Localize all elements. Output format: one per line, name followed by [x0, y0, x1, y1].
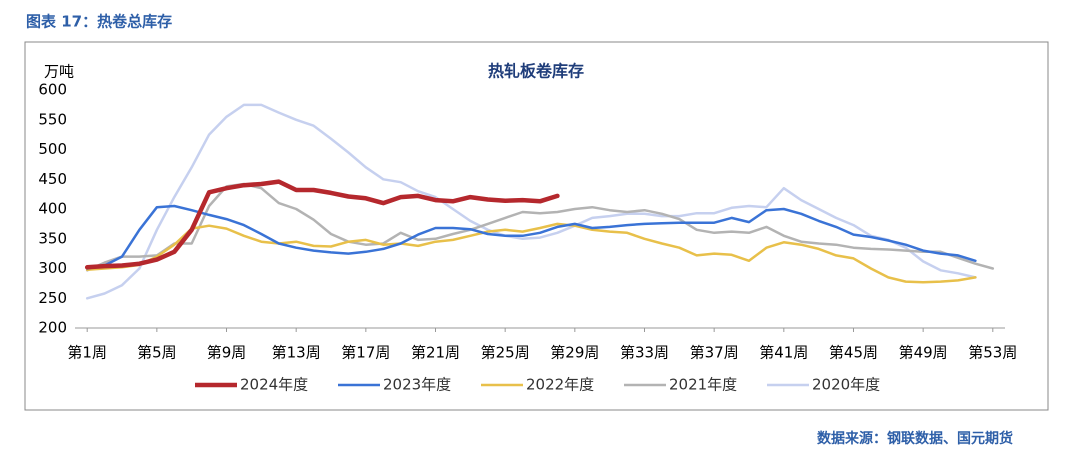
legend-label: 2021年度	[669, 376, 737, 394]
series-line	[85, 222, 977, 284]
y-tick-label: 400	[38, 200, 67, 218]
x-tick-label: 第5周	[137, 344, 177, 362]
legend-label: 2023年度	[383, 376, 451, 394]
series-line	[84, 179, 560, 270]
legend-label: 2020年度	[812, 376, 880, 394]
x-tick-label: 第41周	[759, 344, 808, 362]
frame	[24, 41, 1049, 411]
legend-label: 2024年度	[240, 376, 308, 394]
y-tick-label: 550	[38, 110, 67, 128]
x-tick-label: 第49周	[899, 344, 948, 362]
x-tick-label: 第17周	[341, 344, 390, 362]
y-tick-label: 250	[38, 289, 67, 307]
x-tick-label: 第33周	[620, 344, 669, 362]
y-tick-label: 450	[38, 170, 67, 188]
y-tick-label: 500	[38, 140, 67, 158]
legend-label: 2022年度	[526, 376, 594, 394]
x-tick-label: 第53周	[968, 344, 1017, 362]
x-tick-label: 第29周	[550, 344, 599, 362]
source: 数据来源：钢联数据、国元期货	[817, 430, 1013, 447]
y-tick-label: 200	[38, 319, 67, 337]
chart-title: 热轧板卷库存	[488, 62, 584, 81]
x-tick-label: 第45周	[829, 344, 878, 362]
x-tick-label: 第9周	[207, 344, 247, 362]
x-tick-label: 第21周	[411, 344, 460, 362]
x-tick-label: 第1周	[67, 344, 107, 362]
x-tick-label: 第13周	[272, 344, 321, 362]
x-tick-label: 第25周	[481, 344, 530, 362]
series-line	[85, 204, 977, 270]
x-tick-label: 第37周	[690, 344, 739, 362]
series-line	[85, 103, 977, 300]
y-tick-label: 300	[38, 259, 67, 277]
y-tick-label: 600	[38, 81, 67, 99]
y-tick-label: 350	[38, 229, 67, 247]
y-axis-label: 万吨	[44, 63, 74, 81]
figure-title: 图表 17：热卷总库存	[26, 13, 172, 31]
